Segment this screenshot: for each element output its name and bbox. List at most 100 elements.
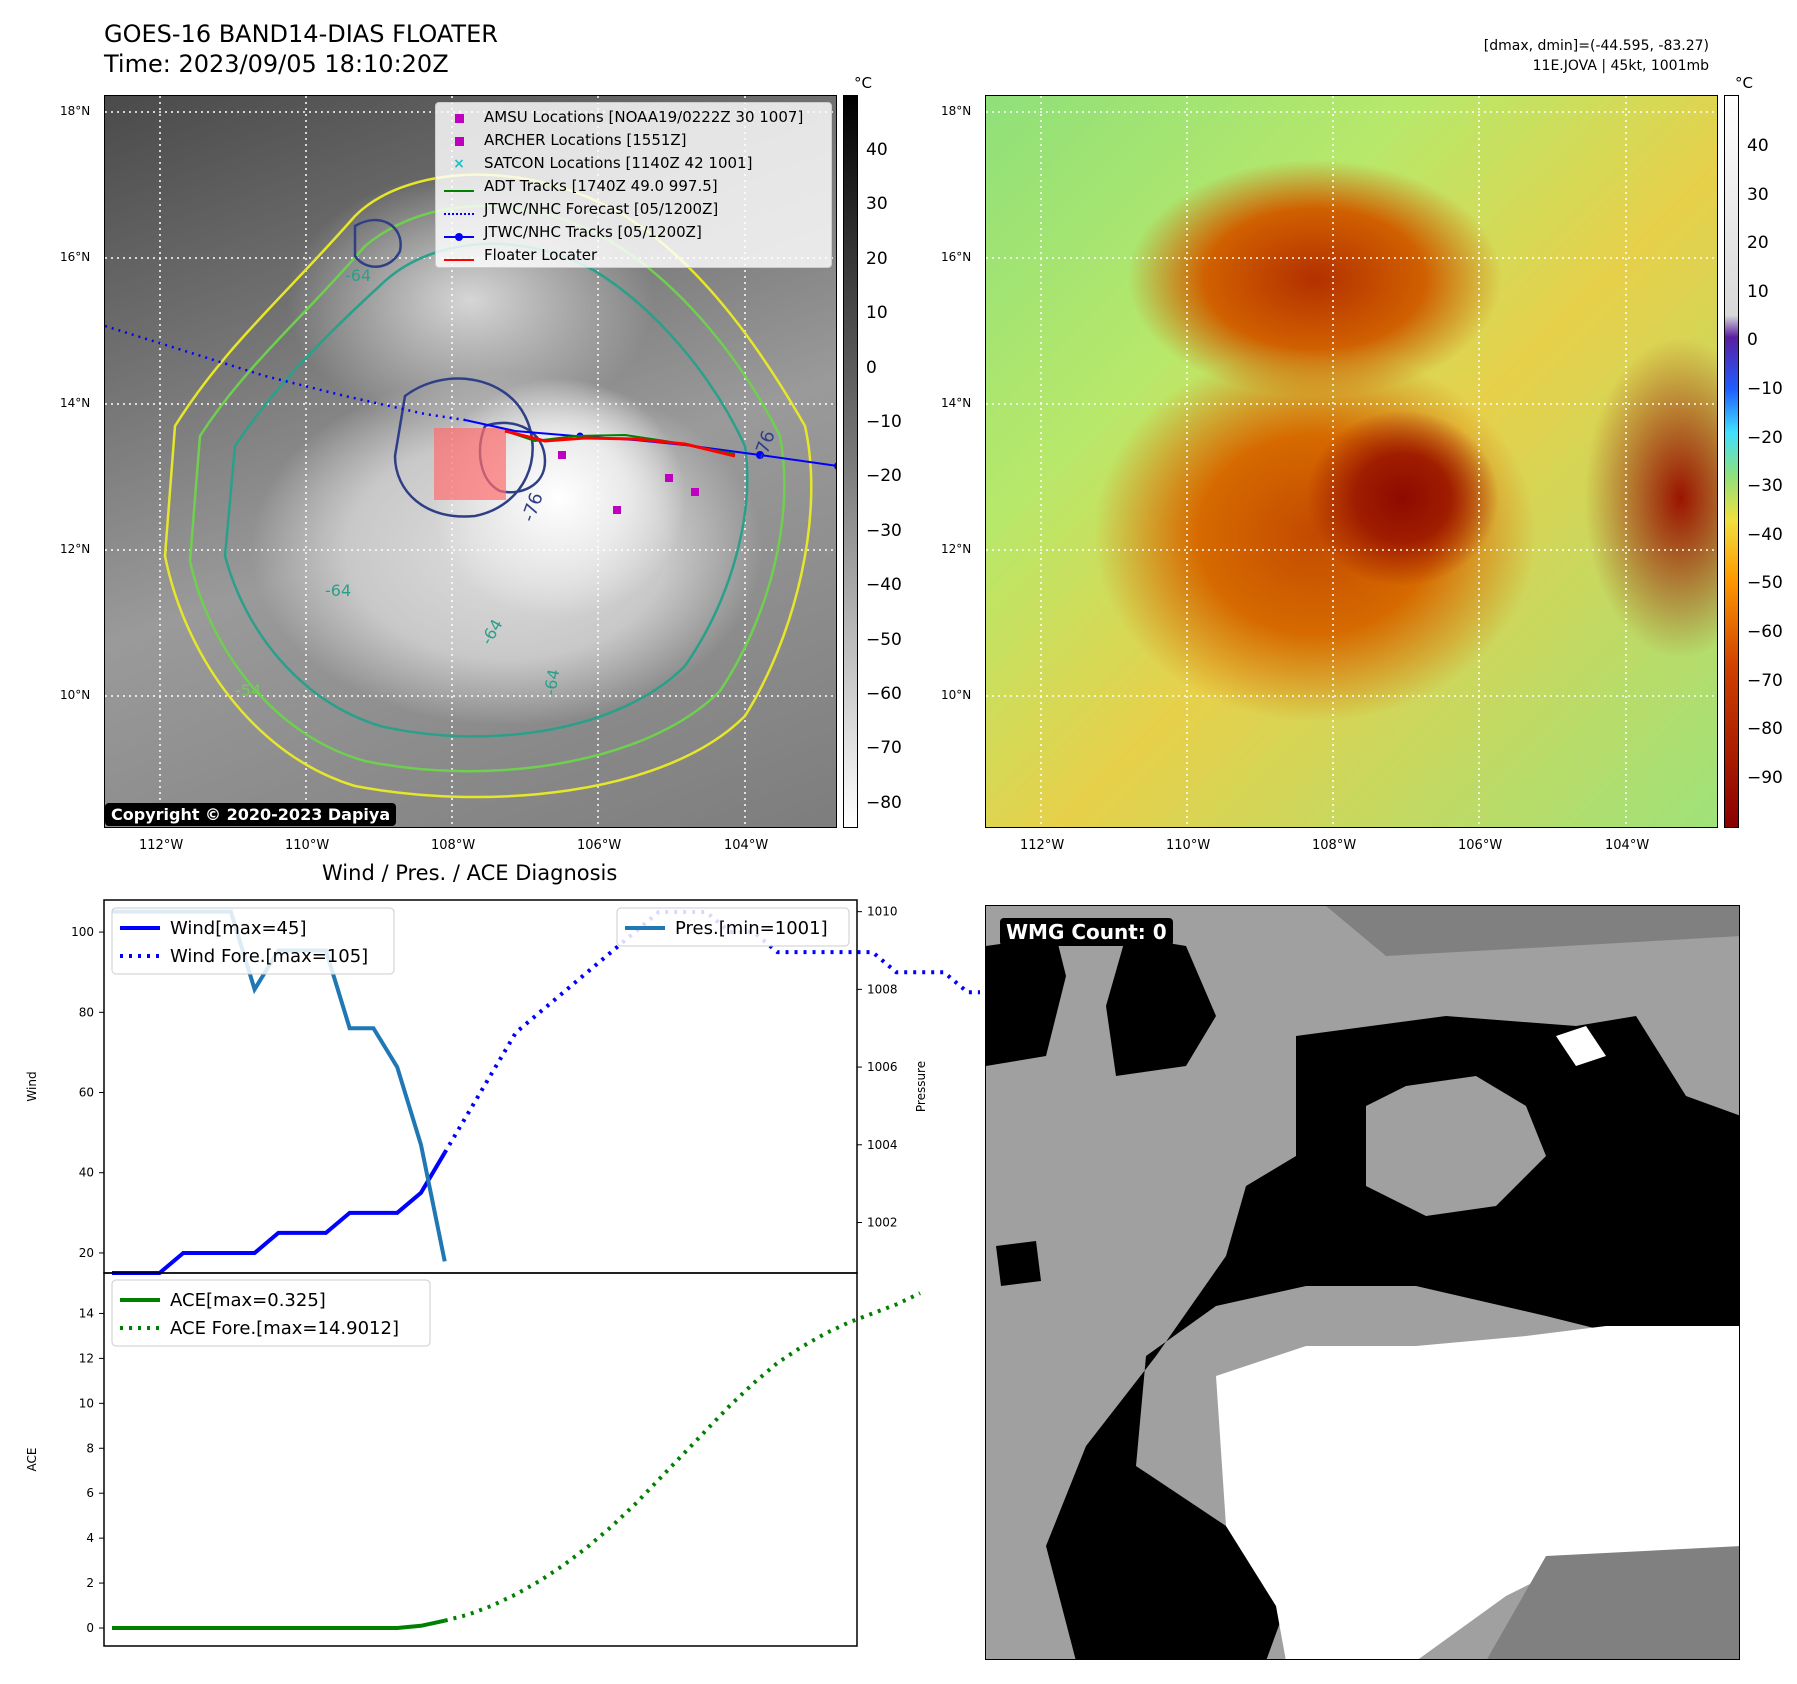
- series-line: [443, 910, 980, 1154]
- wmg-region: [1487, 1546, 1739, 1659]
- wmg-region: [1556, 1026, 1606, 1066]
- contour-label: -64: [477, 616, 507, 648]
- lon-tick-label: 106°W: [577, 838, 622, 853]
- map-legend-label: AMSU Locations [NOAA19/0222Z 30 1007]: [484, 108, 804, 126]
- lat-tick-label: 12°N: [60, 542, 91, 556]
- colorbar-tick-label: −60: [1747, 622, 1783, 642]
- wmg-region: [1216, 1326, 1739, 1659]
- lat-tick-label: 12°N: [941, 542, 972, 556]
- copyright-badge: Copyright © 2020-2023 Dapiya: [105, 803, 397, 826]
- wmg-region: [1106, 936, 1216, 1076]
- y-tick-label: 100: [71, 925, 94, 939]
- colorbar-tick-label: 30: [1747, 184, 1769, 205]
- jtwc-track-point: [756, 451, 764, 459]
- lon-tick-label: 104°W: [1605, 838, 1650, 853]
- ir-grayscale-map: -76 -76 -64 -64 -64 -64 -54 AMSU Locatio…: [104, 95, 837, 828]
- wmg-region: [1366, 1076, 1546, 1216]
- chart-legend: [616, 907, 850, 947]
- map-gridlines: [986, 96, 1717, 827]
- lon-tick-label: 112°W: [1020, 838, 1065, 853]
- colorbar-tick-label: 0: [1747, 330, 1758, 351]
- colorbar-tick-label: −30: [1747, 476, 1783, 497]
- series-line: [444, 1291, 921, 1623]
- jtwc-track-point: [834, 462, 836, 470]
- legend-label: ACE[max=0.325]: [170, 1290, 326, 1311]
- legend-swatch-dotted: [442, 199, 476, 221]
- map-legend-item: Floater Locater: [442, 244, 597, 266]
- colorbar-tick-label: −90: [1747, 767, 1783, 788]
- y-tick-label: 2: [86, 1576, 94, 1590]
- plot-frame: [103, 1272, 858, 1647]
- colorbar-unit: °C: [1735, 74, 1753, 92]
- y-axis-label: Wind: [25, 1071, 39, 1101]
- colorbar-tick-label: 10: [1747, 281, 1769, 302]
- contour-label: -64: [345, 266, 371, 285]
- colorbar-tick-label: −10: [866, 412, 902, 432]
- lon-tick-label: 106°W: [1458, 838, 1503, 853]
- colorbar-tick-label: −80: [866, 792, 902, 813]
- y-axis-label: ACE: [25, 1448, 39, 1472]
- y-tick-label: 60: [79, 1086, 94, 1100]
- y-right-tick-label: 1008: [867, 982, 898, 996]
- map-legend-label: ADT Tracks [1740Z 49.0 997.5]: [484, 177, 718, 195]
- legend-swatch-x: ×: [453, 156, 465, 172]
- colorbar-tick-label: 30: [866, 194, 888, 215]
- lon-tick-label: 108°W: [1312, 838, 1357, 853]
- y-tick-label: 8: [86, 1441, 94, 1455]
- colorbar-tick-label: 20: [866, 248, 888, 269]
- map-legend-label: ARCHER Locations [1551Z]: [484, 131, 687, 149]
- colorbar-tick-label: 40: [1747, 136, 1769, 156]
- legend-label: Wind[max=45]: [170, 918, 307, 939]
- map-legend-item: JTWC/NHC Tracks [05/1200Z]: [442, 221, 702, 243]
- y-right-tick-label: 1002: [867, 1215, 898, 1229]
- colorbar-tick-label: 0: [866, 357, 877, 378]
- map-legend-item: AMSU Locations [NOAA19/0222Z 30 1007]: [442, 106, 803, 128]
- y-tick-label: 20: [79, 1246, 94, 1260]
- wmg-region: [986, 936, 1066, 1066]
- map-legend-label: Floater Locater: [484, 246, 598, 264]
- series-line: [112, 1151, 447, 1275]
- legend-label: ACE Fore.[max=14.9012]: [170, 1318, 399, 1339]
- lat-tick-label: 16°N: [941, 250, 972, 264]
- y-right-tick-label: 1006: [867, 1060, 898, 1074]
- colorbar-tick-label: −40: [1747, 524, 1783, 545]
- lat-tick-label: 14°N: [941, 396, 972, 410]
- colorbar-gray: [843, 95, 858, 828]
- chart-legend: [111, 907, 395, 975]
- colorbar-tick-label: −20: [1747, 427, 1783, 448]
- map-legend-item: JTWC/NHC Forecast [05/1200Z]: [442, 198, 718, 220]
- legend-swatch-line: [442, 176, 476, 198]
- colorbar-tick-label: −70: [1747, 670, 1783, 691]
- wmg-overlay: [986, 906, 1739, 1659]
- floater-locater-line: [504, 429, 736, 458]
- y-right-axis-label: Pressure: [914, 1061, 928, 1112]
- wmg-count-badge: WMG Count: 0: [1000, 918, 1173, 946]
- lat-tick-label: 14°N: [60, 396, 91, 410]
- map-legend-item: ARCHER Locations [1551Z]: [442, 129, 687, 151]
- colorbar-tick-label: −80: [1747, 719, 1783, 740]
- colorbar-tick-label: 40: [866, 140, 888, 160]
- map-legend: AMSU Locations [NOAA19/0222Z 30 1007] ARC…: [435, 102, 832, 268]
- legend-swatch-square: [442, 130, 476, 152]
- y-tick-label: 80: [79, 1005, 94, 1019]
- legend-swatch-line-dot: [442, 222, 476, 244]
- wmg-panel: WMG Count: 0: [985, 905, 1740, 1660]
- archer-marker: [691, 488, 699, 496]
- lon-tick-label: 110°W: [1166, 838, 1211, 853]
- map-legend-item: × SATCON Locations [1140Z 42 1001]: [442, 152, 752, 174]
- diagnosis-chart: 2040608010010021004100610081010PressureW…: [25, 899, 980, 1647]
- contour-label: -64: [540, 668, 563, 697]
- figure-title: GOES-16 BAND14-DIAS FLOATER: [104, 20, 498, 48]
- map-legend-label: JTWC/NHC Tracks [05/1200Z]: [484, 223, 702, 241]
- wmg-region: [1046, 1016, 1739, 1659]
- legend-label: Wind Fore.[max=105]: [170, 946, 368, 967]
- lon-tick-label: 112°W: [139, 838, 184, 853]
- lat-tick-label: 16°N: [60, 250, 91, 264]
- y-tick-label: 6: [86, 1486, 94, 1500]
- contour-label: -76: [518, 490, 548, 525]
- y-tick-label: 10: [79, 1396, 94, 1410]
- colorbar-tick-label: −20: [866, 466, 902, 487]
- cloud-contours: [163, 173, 813, 799]
- lat-tick-label: 10°N: [60, 688, 91, 702]
- series-line: [112, 1618, 446, 1631]
